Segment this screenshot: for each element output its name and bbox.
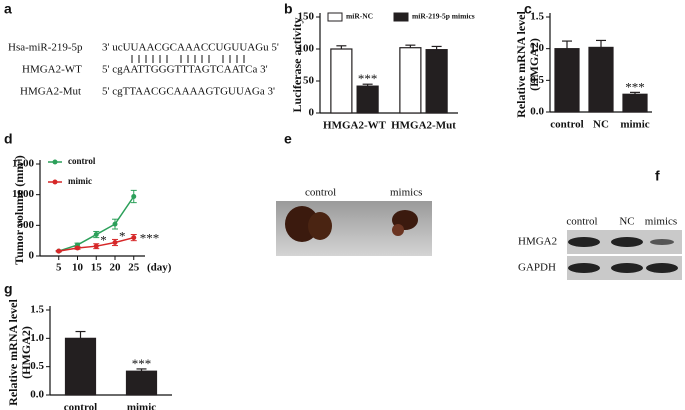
y-tick-label: 1.0 — [30, 332, 44, 344]
y-tick-label: 0 — [29, 250, 35, 262]
point — [131, 235, 137, 241]
blot-band — [568, 263, 600, 273]
sequence-name: Hsa-miR-219-5p — [8, 42, 83, 54]
panel-label: b — [284, 1, 293, 17]
blot-band — [646, 263, 678, 273]
legend-swatch — [327, 12, 343, 22]
sequence: 5' cgAATTGGGTTTAGTCAATCa 3' — [102, 64, 268, 76]
x-tick-label: 20 — [110, 262, 122, 274]
tumor — [308, 212, 332, 240]
y-axis-label: Luciferase activity — [290, 18, 304, 113]
panel-label: c — [524, 1, 532, 17]
x-tick-label: 25 — [128, 262, 140, 274]
blot-band — [611, 263, 643, 273]
bar — [64, 337, 97, 396]
bar — [588, 46, 614, 113]
bar — [330, 48, 353, 114]
bar — [356, 85, 379, 114]
x-tick-label: mimic — [620, 119, 649, 131]
legend-label: miR-219-5p mimics — [412, 12, 475, 21]
panel-label: e — [284, 131, 292, 147]
x-tick-label: 10 — [72, 262, 84, 274]
point — [75, 245, 80, 251]
y-tick-label: 150 — [298, 11, 315, 23]
y-tick-label: 1.0 — [530, 42, 544, 54]
y-axis-label: Relative mRNA level — [514, 11, 528, 118]
tumor — [392, 224, 404, 236]
y-tick-label: 1.5 — [30, 304, 44, 316]
y-axis-label: (HMGA2) — [527, 38, 541, 91]
sequence: 5' cgTTAACGCAAAAGTGUUAGa 3' — [102, 86, 275, 98]
point — [112, 240, 118, 246]
sequence: 3' ucUUAACGCAAACCUGUUAGu 5' — [102, 42, 279, 54]
legend-marker — [52, 159, 58, 165]
legend-label: control — [68, 156, 96, 166]
x-tick-label: NC — [593, 119, 609, 131]
bar — [622, 93, 648, 113]
legend-label: mimic — [68, 176, 92, 186]
x-tick-label: control — [550, 119, 583, 131]
x-tick-label: mimic — [127, 402, 156, 410]
blot-band — [611, 237, 643, 247]
panel-label: a — [4, 1, 12, 17]
pairing-lines — [131, 55, 245, 63]
x-tick-label: 5 — [56, 262, 62, 274]
y-tick-label: 1.5 — [530, 11, 544, 23]
y-tick-label: 0.5 — [30, 360, 44, 372]
bar — [399, 47, 422, 114]
y-tick-label: 500 — [18, 219, 35, 231]
x-tick-label: control — [64, 402, 97, 410]
x-axis-label: (day) — [147, 262, 172, 274]
legend-marker — [52, 179, 58, 185]
blot-band — [568, 237, 600, 247]
annotation: *** — [358, 71, 378, 86]
bar — [554, 48, 580, 113]
y-axis-label: (HMGA2) — [19, 326, 33, 379]
x-tick-label: HMGA2-WT — [323, 120, 387, 132]
point — [131, 194, 137, 200]
annotation: *** — [625, 79, 645, 94]
annotation: * — [100, 233, 107, 248]
y-axis-label: Tumor volume (mm³) — [12, 155, 26, 265]
blot-row-label: GAPDH — [518, 262, 556, 274]
photo-caption: mimics — [390, 187, 422, 199]
y-tick-label: 0 — [309, 107, 315, 119]
panel-label: g — [4, 281, 13, 297]
point — [93, 243, 99, 249]
sequence-name: HMGA2-WT — [22, 64, 82, 76]
lane-label: mimics — [645, 216, 677, 228]
lane-label: control — [566, 216, 597, 228]
legend-swatch — [393, 12, 409, 22]
annotation: *** — [140, 231, 160, 246]
panel-label: d — [4, 131, 13, 147]
y-tick-label: 0.0 — [30, 389, 44, 401]
y-tick-label: 100 — [298, 43, 315, 55]
blot-band — [650, 239, 674, 245]
y-tick-label: 1500 — [12, 158, 35, 170]
y-axis-label: Relative mRNA level — [6, 299, 20, 406]
x-tick-label: HMGA2-Mut — [391, 120, 456, 132]
panel-label: f — [655, 168, 660, 184]
y-tick-label: 0.0 — [530, 106, 544, 118]
y-tick-label: 1000 — [12, 188, 35, 200]
bar — [125, 370, 158, 396]
y-tick-label: 50 — [303, 75, 315, 87]
x-tick-label: 15 — [91, 262, 103, 274]
point — [93, 232, 99, 238]
sequence-name: HMGA2-Mut — [20, 86, 81, 98]
y-tick-label: 0.5 — [530, 74, 544, 86]
annotation: * — [119, 228, 126, 243]
lane-label: NC — [619, 216, 634, 228]
legend-label: miR-NC — [346, 12, 373, 21]
photo-caption: control — [305, 187, 336, 199]
point — [56, 248, 62, 254]
blot-row-label: HMGA2 — [518, 236, 557, 248]
bar — [425, 49, 448, 114]
annotation: *** — [132, 356, 152, 371]
point — [112, 221, 118, 227]
